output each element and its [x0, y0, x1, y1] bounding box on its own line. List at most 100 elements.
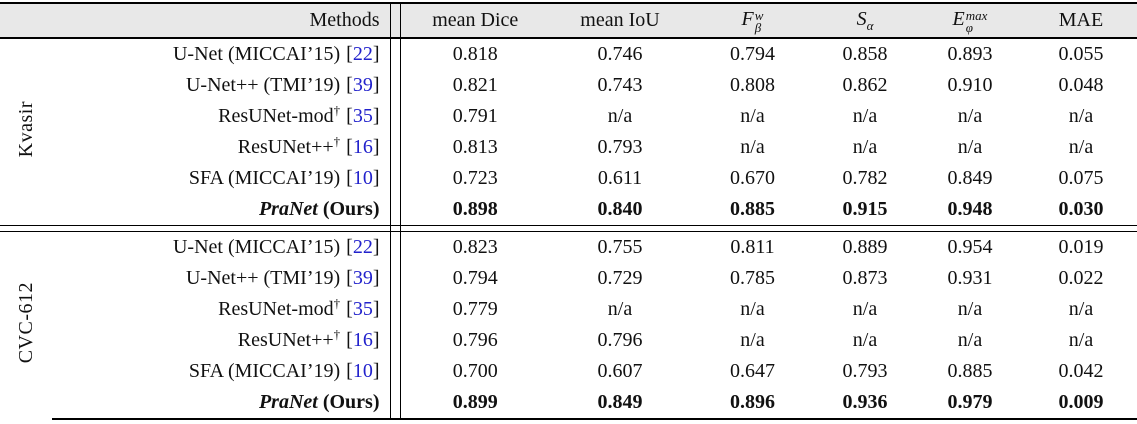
table-row-pranet: PraNet (Ours) 0.898 0.840 0.885 0.915 0.…	[0, 194, 1137, 226]
method-cell: ResUNet-mod† [35]	[218, 102, 380, 127]
value-cell: 0.746	[597, 43, 643, 65]
vertical-double-rule	[389, 194, 401, 226]
value-cell: n/a	[607, 105, 633, 127]
value-cell: n/a	[957, 105, 983, 127]
value-cell: 0.048	[1058, 74, 1104, 96]
value-cell: 0.818	[452, 43, 498, 65]
value-cell: n/a	[740, 298, 765, 320]
value-cell: n/a	[740, 329, 765, 351]
table-row-pranet: PraNet (Ours) 0.899 0.849 0.896 0.936 0.…	[0, 387, 1137, 420]
table-row: U-Net++ (TMI’19) [39] 0.794 0.729 0.785 0…	[0, 263, 1137, 294]
col-header-mean-dice: mean Dice	[400, 2, 550, 39]
vertical-double-rule	[389, 38, 401, 70]
value-cell: 0.729	[597, 267, 643, 289]
group-separator-double-rule	[0, 225, 1137, 232]
vertical-double-rule	[389, 356, 401, 387]
value-cell: n/a	[852, 329, 878, 351]
metric-symbol-s: Sα	[856, 7, 874, 33]
col-header-methods: Methods	[0, 2, 390, 39]
value-cell: 0.808	[730, 74, 775, 96]
method-cell: U-Net++ (TMI’19) [39]	[185, 267, 380, 289]
table-row: SFA (MICCAI’19) [10] 0.700 0.607 0.647 0.…	[0, 356, 1137, 387]
vertical-double-rule	[389, 294, 401, 325]
vertical-double-rule	[389, 163, 401, 194]
value-cell: 0.948	[947, 198, 993, 220]
method-cell: SFA (MICCAI’19) [10]	[188, 360, 380, 382]
col-header-mae: MAE	[1025, 2, 1137, 39]
value-cell: 0.823	[452, 236, 498, 258]
vertical-double-rule	[389, 132, 401, 163]
pranet-label: PraNet	[258, 198, 318, 220]
value-cell: 0.896	[690, 387, 815, 420]
vertical-double-rule	[389, 263, 401, 294]
citation-link[interactable]: 16	[352, 136, 373, 158]
value-cell: n/a	[852, 136, 878, 158]
dataset-label-cvc612: CVC-612	[14, 281, 37, 364]
citation-link[interactable]: 10	[352, 360, 373, 382]
citation-link[interactable]: 16	[352, 329, 373, 351]
method-cell: U-Net++ (TMI’19) [39]	[185, 74, 380, 96]
vertical-double-rule	[389, 101, 401, 132]
value-cell: 0.055	[1058, 43, 1104, 65]
citation-link[interactable]: 35	[352, 298, 373, 320]
value-cell: 0.813	[452, 136, 498, 158]
col-header-mean-iou: mean IoU	[550, 2, 690, 39]
dataset-label-kvasir: Kvasir	[14, 100, 37, 158]
value-cell: 0.796	[452, 329, 498, 351]
value-cell: n/a	[957, 136, 983, 158]
value-cell: n/a	[1068, 105, 1094, 127]
value-cell: 0.893	[947, 43, 993, 65]
value-cell: 0.042	[1058, 360, 1104, 382]
value-cell: n/a	[852, 298, 878, 320]
value-cell: 0.785	[730, 267, 775, 289]
value-cell: 0.779	[452, 298, 498, 320]
table-row: ResUNet++† [16] 0.813 0.793 n/a n/a n/a n…	[0, 132, 1137, 163]
table-row: Kvasir U-Net (MICCAI’15) [22] 0.818 0.746…	[0, 38, 1137, 157]
citation-link[interactable]: 22	[352, 236, 373, 258]
value-cell: 0.885	[947, 360, 993, 382]
value-cell: 0.647	[730, 360, 775, 382]
citation-link[interactable]: 35	[352, 105, 373, 127]
method-cell: ResUNet++† [16]	[237, 133, 380, 158]
value-cell: 0.915	[842, 198, 888, 220]
table-row: SFA (MICCAI’19) [10] 0.723 0.611 0.670 0.…	[0, 163, 1137, 194]
method-cell: PraNet (Ours)	[52, 387, 390, 420]
method-cell: SFA (MICCAI’19) [10]	[188, 167, 380, 189]
value-cell: 0.889	[842, 236, 888, 258]
value-cell: 0.936	[815, 387, 915, 420]
value-cell: n/a	[1068, 298, 1094, 320]
value-cell: 0.898	[452, 198, 498, 220]
citation-link[interactable]: 39	[352, 267, 373, 289]
value-cell: n/a	[957, 329, 983, 351]
table-row: ResUNet++† [16] 0.796 0.796 n/a n/a n/a n…	[0, 325, 1137, 356]
table-row: ResUNet-mod† [35] 0.779 n/a n/a n/a n/a n…	[0, 294, 1137, 325]
value-cell: 0.910	[947, 74, 993, 96]
citation-link[interactable]: 39	[352, 74, 373, 96]
value-cell: 0.873	[842, 267, 888, 289]
value-cell: 0.899	[400, 387, 550, 420]
citation-link[interactable]: 22	[352, 43, 373, 65]
value-cell: n/a	[740, 136, 765, 158]
pranet-label: PraNet	[258, 391, 318, 413]
value-cell: 0.885	[730, 198, 775, 220]
col-header-s-alpha: Sα	[815, 2, 915, 39]
value-cell: 0.670	[730, 167, 775, 189]
value-cell: 0.607	[597, 360, 643, 382]
value-cell: n/a	[852, 105, 878, 127]
value-cell: 0.858	[842, 43, 888, 65]
table-row: CVC-612 U-Net (MICCAI’15) [22] 0.823 0.75…	[0, 231, 1137, 363]
vertical-double-rule	[389, 2, 401, 39]
citation-link[interactable]: 10	[352, 167, 373, 189]
method-cell: U-Net (MICCAI’15) [22]	[172, 43, 380, 65]
value-cell: n/a	[1068, 136, 1094, 158]
value-cell: 0.030	[1058, 198, 1104, 220]
value-cell: 0.954	[947, 236, 993, 258]
value-cell: 0.840	[597, 198, 643, 220]
vertical-double-rule	[389, 70, 401, 101]
value-cell: 0.791	[452, 105, 498, 127]
method-cell: ResUNet++† [16]	[237, 326, 380, 351]
